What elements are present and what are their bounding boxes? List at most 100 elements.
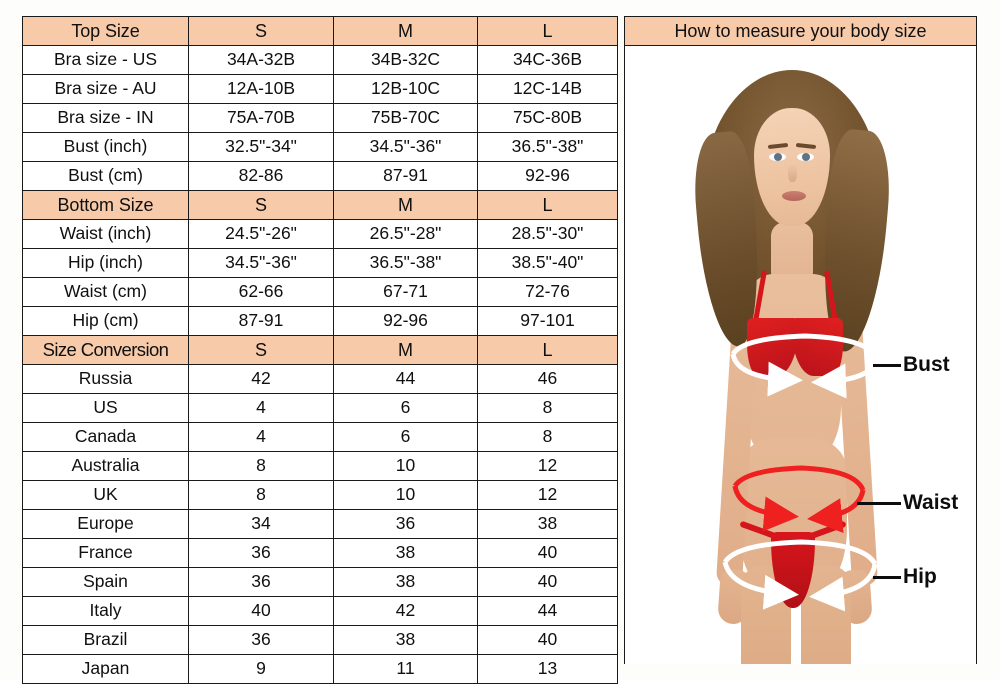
- row-label: Bra size - AU: [22, 74, 189, 104]
- row-value-s: 12A-10B: [188, 74, 334, 104]
- table-row: Waist (cm) 62-66 67-71 72-76: [22, 277, 618, 307]
- waist-label: Waist: [903, 491, 959, 514]
- row-value-l: 46: [477, 364, 618, 394]
- row-value-l: 44: [477, 596, 618, 626]
- measure-panel-title: How to measure your body size: [625, 17, 976, 46]
- row-value-m: 87-91: [333, 161, 478, 191]
- row-value-m: 42: [333, 596, 478, 626]
- row-value-m: 38: [333, 538, 478, 568]
- row-value-s: 82-86: [188, 161, 334, 191]
- table-row: Bust (inch) 32.5"-34" 34.5"-36" 36.5"-38": [22, 132, 618, 162]
- section-header-row: Bottom Size S M L: [22, 190, 618, 220]
- row-value-s: 4: [188, 393, 334, 423]
- row-value-l: 40: [477, 567, 618, 597]
- row-value-l: 38: [477, 509, 618, 539]
- table-row: Canada 4 6 8: [22, 422, 618, 452]
- row-value-l: 75C-80B: [477, 103, 618, 133]
- row-value-s: 36: [188, 567, 334, 597]
- row-value-s: 75A-70B: [188, 103, 334, 133]
- row-value-m: 10: [333, 451, 478, 481]
- row-label: Brazil: [22, 625, 189, 655]
- row-value-l: 12C-14B: [477, 74, 618, 104]
- row-value-s: 8: [188, 480, 334, 510]
- row-label: Waist (cm): [22, 277, 189, 307]
- row-label: Russia: [22, 364, 189, 394]
- row-value-l: 12: [477, 451, 618, 481]
- row-value-s: 36: [188, 538, 334, 568]
- row-label: Bust (cm): [22, 161, 189, 191]
- row-value-m: 34.5"-36": [333, 132, 478, 162]
- row-label: Japan: [22, 654, 189, 684]
- waist-leader-line: [857, 502, 901, 505]
- section-header-label: Top Size: [22, 16, 189, 46]
- section-header-label: Size Conversion: [22, 335, 189, 365]
- section-header-size: L: [477, 190, 618, 220]
- row-value-m: 38: [333, 567, 478, 597]
- row-value-s: 24.5"-26": [188, 219, 334, 249]
- row-value-l: 28.5"-30": [477, 219, 618, 249]
- row-label: Bra size - US: [22, 45, 189, 75]
- table-row: Bra size - IN 75A-70B 75B-70C 75C-80B: [22, 103, 618, 133]
- row-value-m: 38: [333, 625, 478, 655]
- model-leg-gap: [791, 566, 801, 664]
- row-label: UK: [22, 480, 189, 510]
- table-row: Bra size - AU 12A-10B 12B-10C 12C-14B: [22, 74, 618, 104]
- row-value-m: 44: [333, 364, 478, 394]
- model-lips: [782, 191, 806, 201]
- row-value-m: 6: [333, 393, 478, 423]
- row-value-l: 72-76: [477, 277, 618, 307]
- row-value-l: 40: [477, 625, 618, 655]
- row-label: Italy: [22, 596, 189, 626]
- bust-label: Bust: [903, 353, 950, 376]
- row-label: France: [22, 538, 189, 568]
- table-row: Hip (inch) 34.5"-36" 36.5"-38" 38.5"-40": [22, 248, 618, 278]
- table-row: Hip (cm) 87-91 92-96 97-101: [22, 306, 618, 336]
- row-value-m: 75B-70C: [333, 103, 478, 133]
- row-value-s: 40: [188, 596, 334, 626]
- row-value-m: 36.5"-38": [333, 248, 478, 278]
- row-value-m: 12B-10C: [333, 74, 478, 104]
- row-value-s: 87-91: [188, 306, 334, 336]
- section-header-size: S: [188, 190, 334, 220]
- table-row: Europe 34 36 38: [22, 509, 618, 539]
- row-value-m: 11: [333, 654, 478, 684]
- section-header-size: L: [477, 16, 618, 46]
- section-header-row: Top Size S M L: [22, 16, 618, 46]
- table-row: Waist (inch) 24.5"-26" 26.5"-28" 28.5"-30": [22, 219, 618, 249]
- row-label: US: [22, 393, 189, 423]
- hip-leader-line: [873, 576, 901, 579]
- table-row: Australia 8 10 12: [22, 451, 618, 481]
- table-row: Bra size - US 34A-32B 34B-32C 34C-36B: [22, 45, 618, 75]
- row-label: Hip (inch): [22, 248, 189, 278]
- row-value-l: 40: [477, 538, 618, 568]
- row-label: Australia: [22, 451, 189, 481]
- row-value-s: 62-66: [188, 277, 334, 307]
- model-eye-left: [769, 153, 786, 161]
- row-value-l: 97-101: [477, 306, 618, 336]
- table-row: France 36 38 40: [22, 538, 618, 568]
- row-label: Waist (inch): [22, 219, 189, 249]
- row-value-s: 42: [188, 364, 334, 394]
- section-header-size: M: [333, 190, 478, 220]
- hip-label: Hip: [903, 565, 937, 588]
- table-row: US 4 6 8: [22, 393, 618, 423]
- row-label: Hip (cm): [22, 306, 189, 336]
- row-value-s: 34A-32B: [188, 45, 334, 75]
- row-value-l: 34C-36B: [477, 45, 618, 75]
- row-value-m: 10: [333, 480, 478, 510]
- model-eye-right: [797, 153, 814, 161]
- table-row: UK 8 10 12: [22, 480, 618, 510]
- table-row: Brazil 36 38 40: [22, 625, 618, 655]
- table-row: Russia 42 44 46: [22, 364, 618, 394]
- row-value-m: 36: [333, 509, 478, 539]
- table-row: Japan 9 11 13: [22, 654, 618, 684]
- row-value-l: 92-96: [477, 161, 618, 191]
- row-value-m: 6: [333, 422, 478, 452]
- measure-panel: How to measure your body size: [624, 16, 977, 664]
- row-value-m: 26.5"-28": [333, 219, 478, 249]
- row-value-s: 36: [188, 625, 334, 655]
- row-value-m: 34B-32C: [333, 45, 478, 75]
- row-label: Bust (inch): [22, 132, 189, 162]
- row-value-l: 36.5"-38": [477, 132, 618, 162]
